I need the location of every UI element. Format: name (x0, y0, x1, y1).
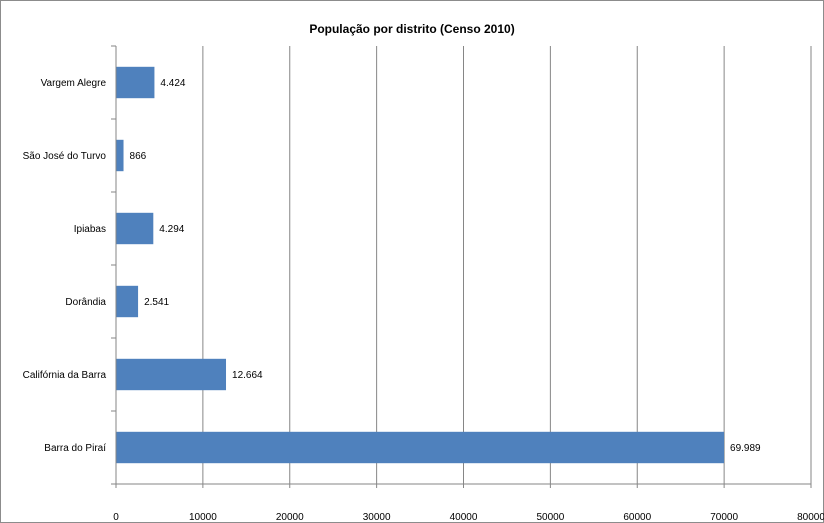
data-label: 4.294 (159, 224, 184, 235)
data-label: 2.541 (144, 297, 169, 308)
category-label: São José do Turvo (23, 151, 107, 162)
x-tick-label: 20000 (276, 512, 304, 523)
bar[interactable] (116, 139, 124, 172)
category-label: Barra do Piraí (44, 443, 106, 454)
chart-title: População por distrito (Censo 2010) (309, 22, 515, 36)
data-label: 866 (130, 151, 147, 162)
category-label: Califórnia da Barra (23, 370, 107, 381)
category-label: Dorândia (65, 297, 106, 308)
data-label: 69.989 (730, 443, 761, 454)
x-tick-label: 50000 (536, 512, 564, 523)
bar[interactable] (116, 431, 725, 464)
bar[interactable] (116, 212, 154, 245)
bar[interactable] (116, 285, 139, 318)
bar[interactable] (116, 358, 227, 391)
x-tick-label: 80000 (797, 512, 824, 523)
category-label: Vargem Alegre (41, 78, 107, 89)
x-tick-label: 0 (113, 512, 119, 523)
data-label: 4.424 (160, 78, 185, 89)
x-tick-label: 70000 (710, 512, 738, 523)
x-tick-label: 30000 (363, 512, 391, 523)
bar[interactable] (116, 66, 155, 99)
x-tick-label: 10000 (189, 512, 217, 523)
data-label: 12.664 (232, 370, 263, 381)
x-tick-label: 40000 (450, 512, 478, 523)
category-label: Ipiabas (74, 224, 106, 235)
x-tick-label: 60000 (623, 512, 651, 523)
